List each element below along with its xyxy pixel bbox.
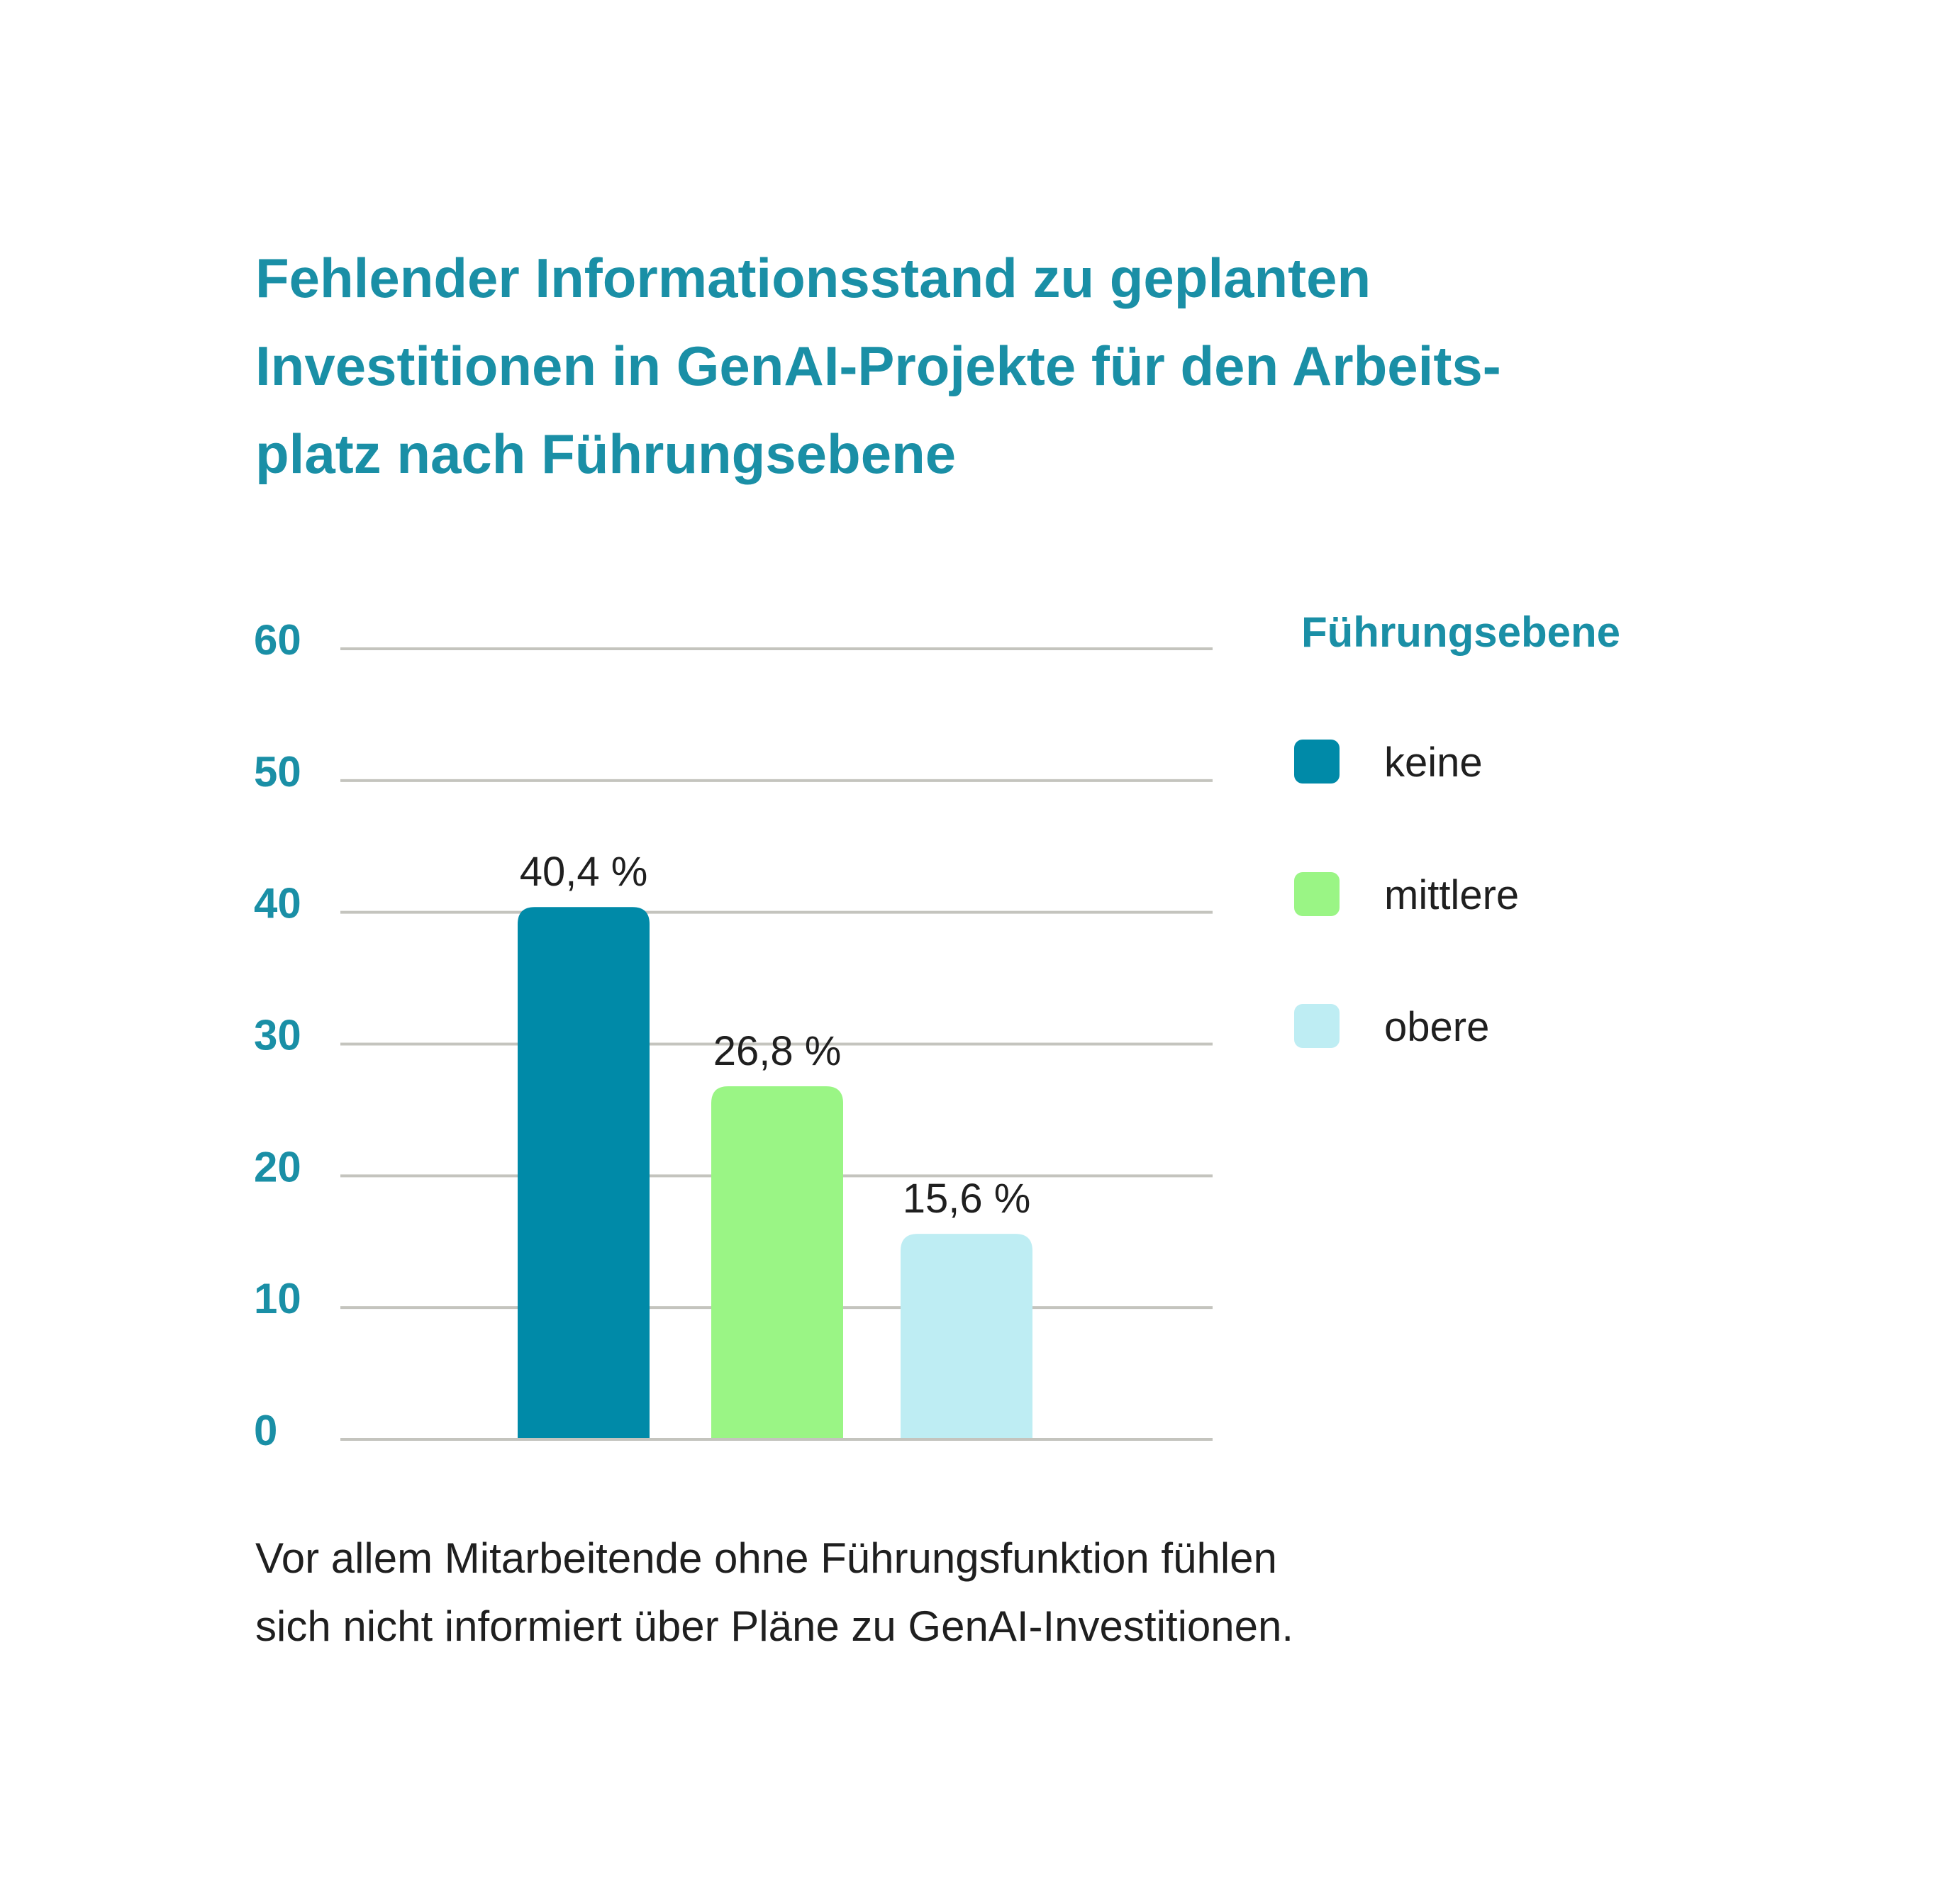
- caption-line-1: Vor allem Mitarbeitende ohne Führungsfun…: [255, 1534, 1277, 1582]
- chart-title-line-1: Fehlender Informationsstand zu geplanten: [255, 247, 1371, 309]
- legend-swatch-mittlere: [1294, 872, 1340, 916]
- legend: Führungsebene keine mittlere obere: [1294, 608, 1620, 1050]
- bars: [518, 907, 1032, 1438]
- data-label-mittlere: 26,8 %: [713, 1028, 842, 1074]
- y-tick-label: 10: [254, 1275, 301, 1322]
- legend-swatch-obere: [1294, 1004, 1340, 1048]
- y-tick-label: 50: [254, 748, 301, 796]
- y-tick-label: 60: [254, 616, 301, 664]
- gridlines: [340, 647, 1213, 1441]
- data-labels: 40,4 % 26,8 % 15,6 %: [520, 849, 1031, 1222]
- caption-line-2: sich nicht informiert über Pläne zu GenA…: [255, 1602, 1294, 1650]
- y-axis-ticks: 0 10 20 30 40 50 60: [254, 616, 301, 1454]
- y-tick-label: 40: [254, 880, 301, 927]
- bar-obere: [901, 1234, 1032, 1438]
- chart-caption: Vor allem Mitarbeitende ohne Führungsfun…: [255, 1524, 1744, 1661]
- y-tick-label: 20: [254, 1143, 301, 1191]
- legend-label-mittlere: mittlere: [1384, 872, 1519, 918]
- data-label-obere: 15,6 %: [903, 1176, 1031, 1222]
- chart-title-line-3: platz nach Führungsebene: [255, 423, 957, 485]
- bar-keine: [518, 907, 650, 1438]
- chart-title-line-2: Investitionen in GenAI-Projekte für den …: [255, 335, 1501, 397]
- legend-label-obere: obere: [1384, 1004, 1489, 1050]
- legend-label-keine: keine: [1384, 740, 1483, 786]
- y-tick-label: 30: [254, 1012, 301, 1059]
- y-tick-label: 0: [254, 1407, 277, 1454]
- chart-title: Fehlender Informationsstand zu geplanten…: [255, 234, 1674, 498]
- legend-title: Führungsebene: [1301, 608, 1620, 656]
- legend-swatch-keine: [1294, 740, 1340, 784]
- data-label-keine: 40,4 %: [520, 849, 648, 895]
- bar-mittlere: [711, 1086, 843, 1438]
